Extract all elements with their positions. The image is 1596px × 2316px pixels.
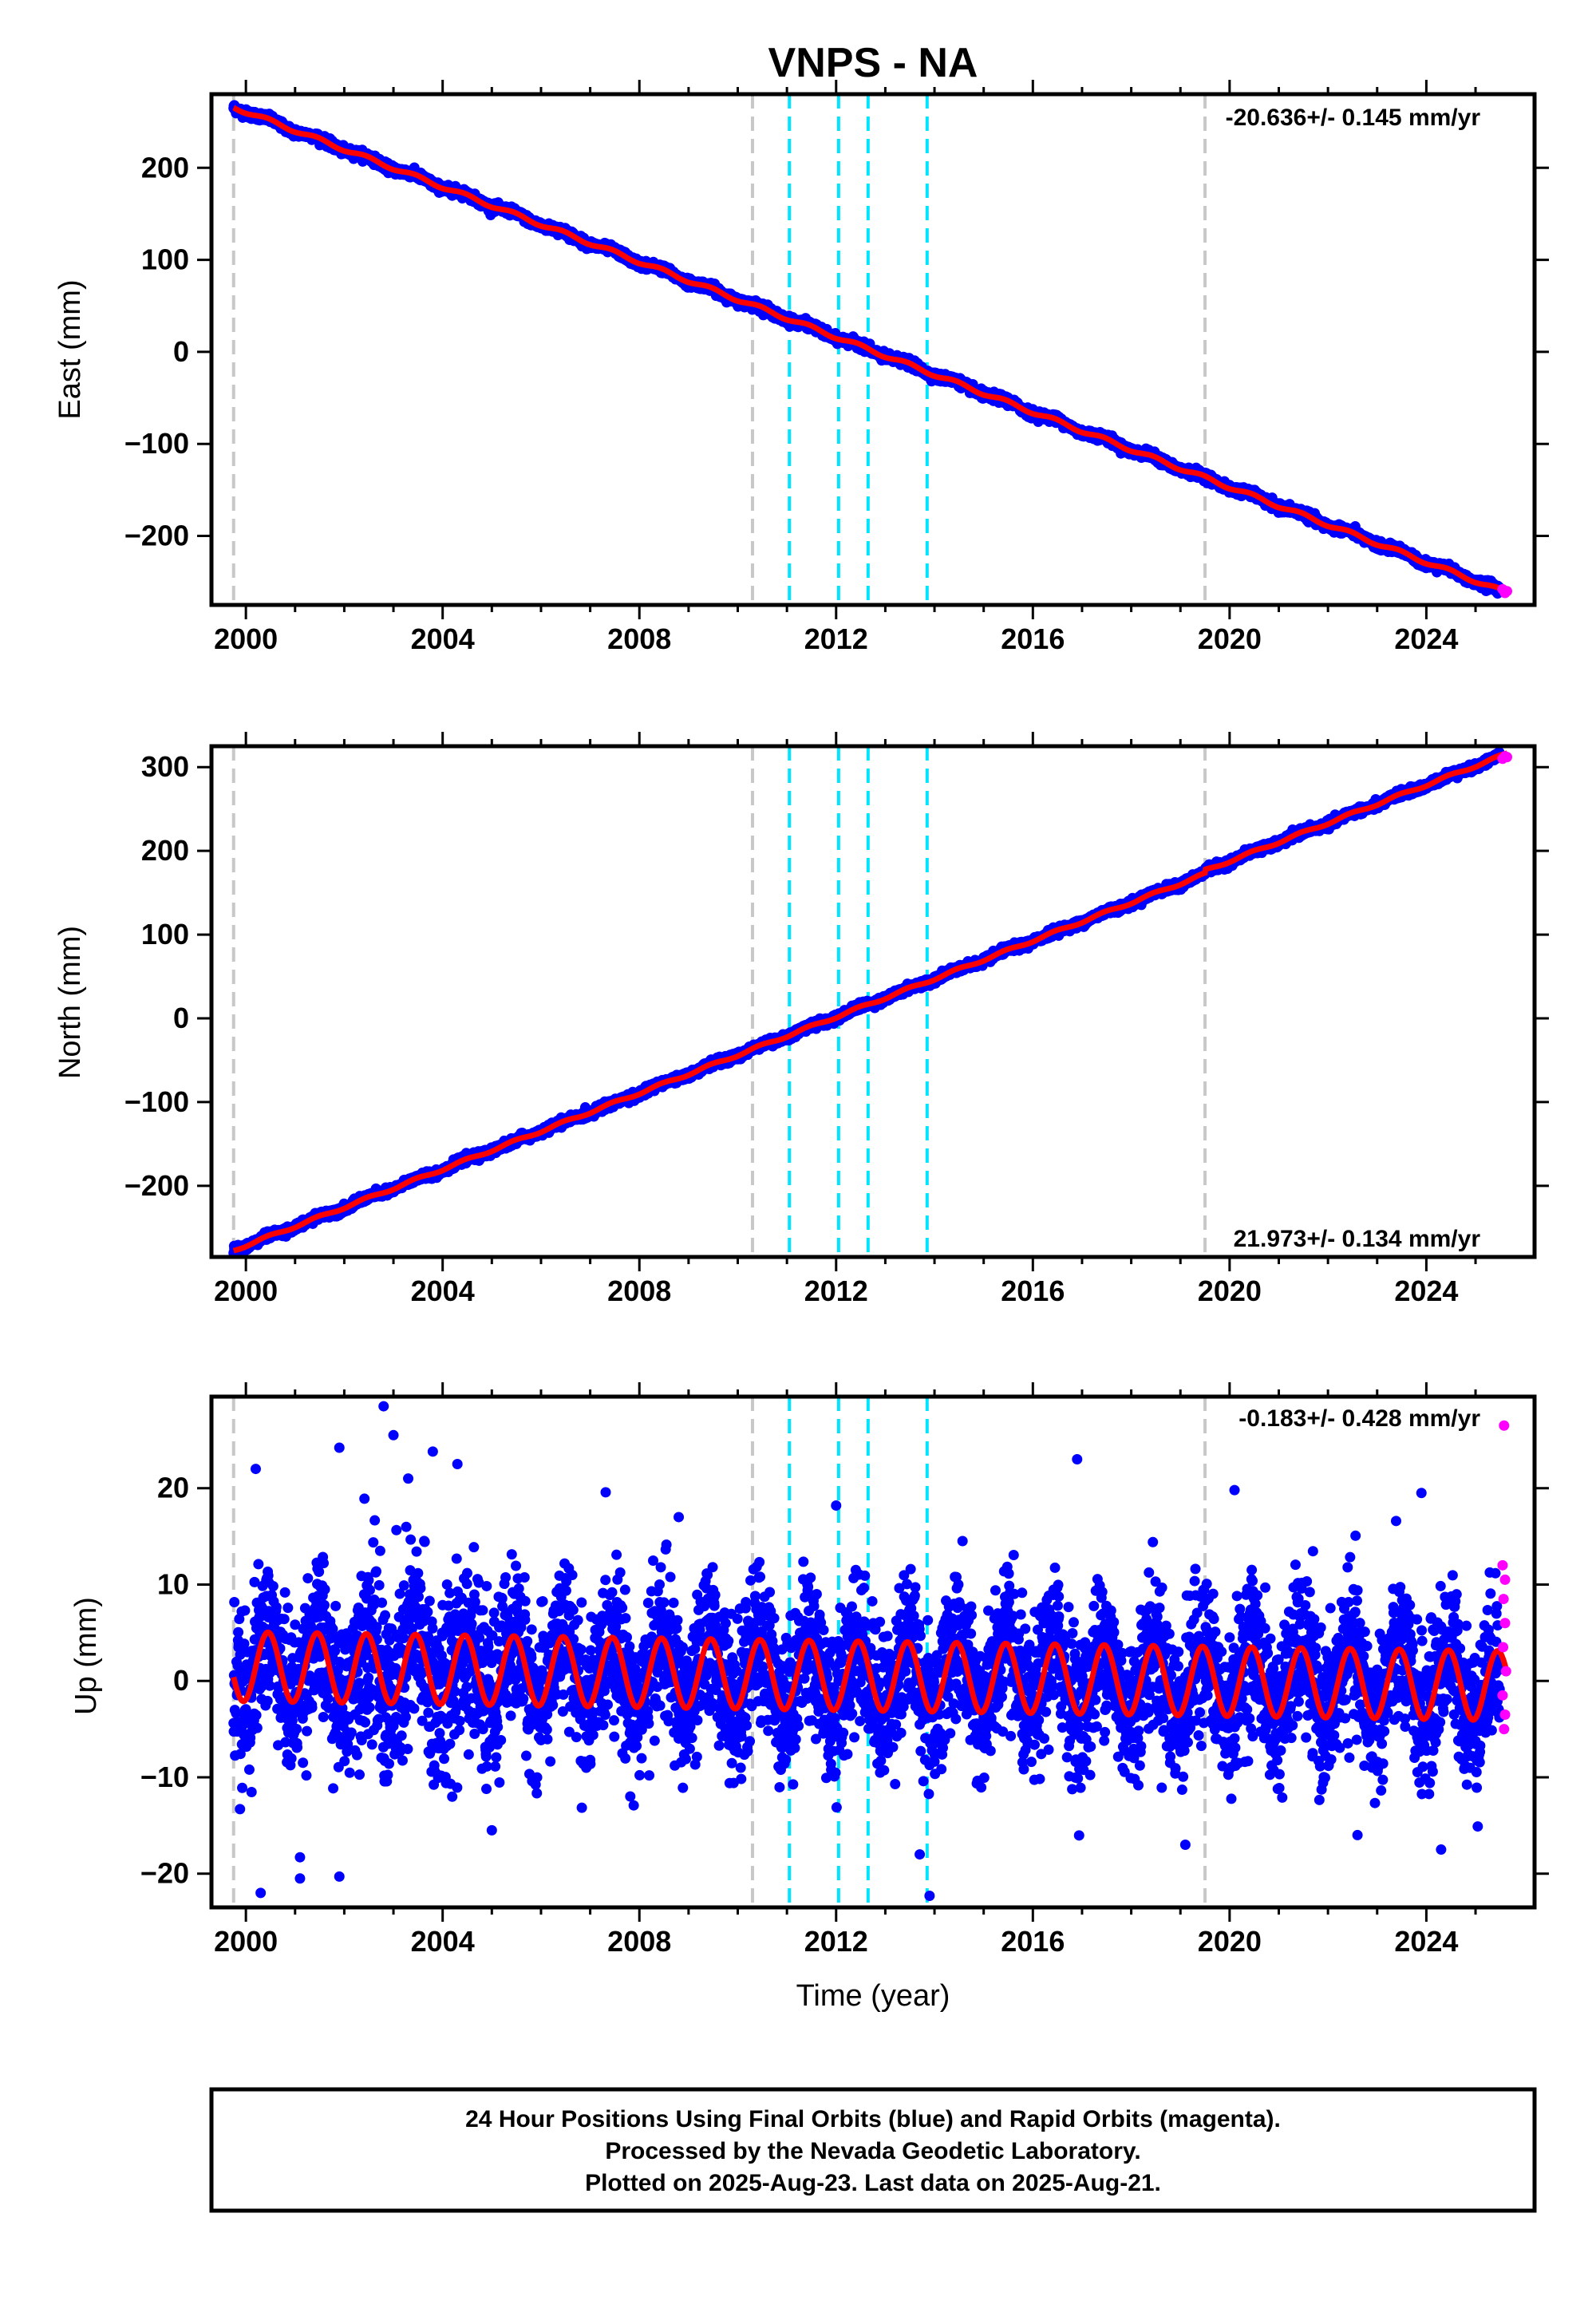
figure-title: VNPS - NA [768, 40, 978, 86]
east-panel: -20.636+/- 0.145 mm/yr East (mm) 2000 200… [53, 80, 1549, 655]
